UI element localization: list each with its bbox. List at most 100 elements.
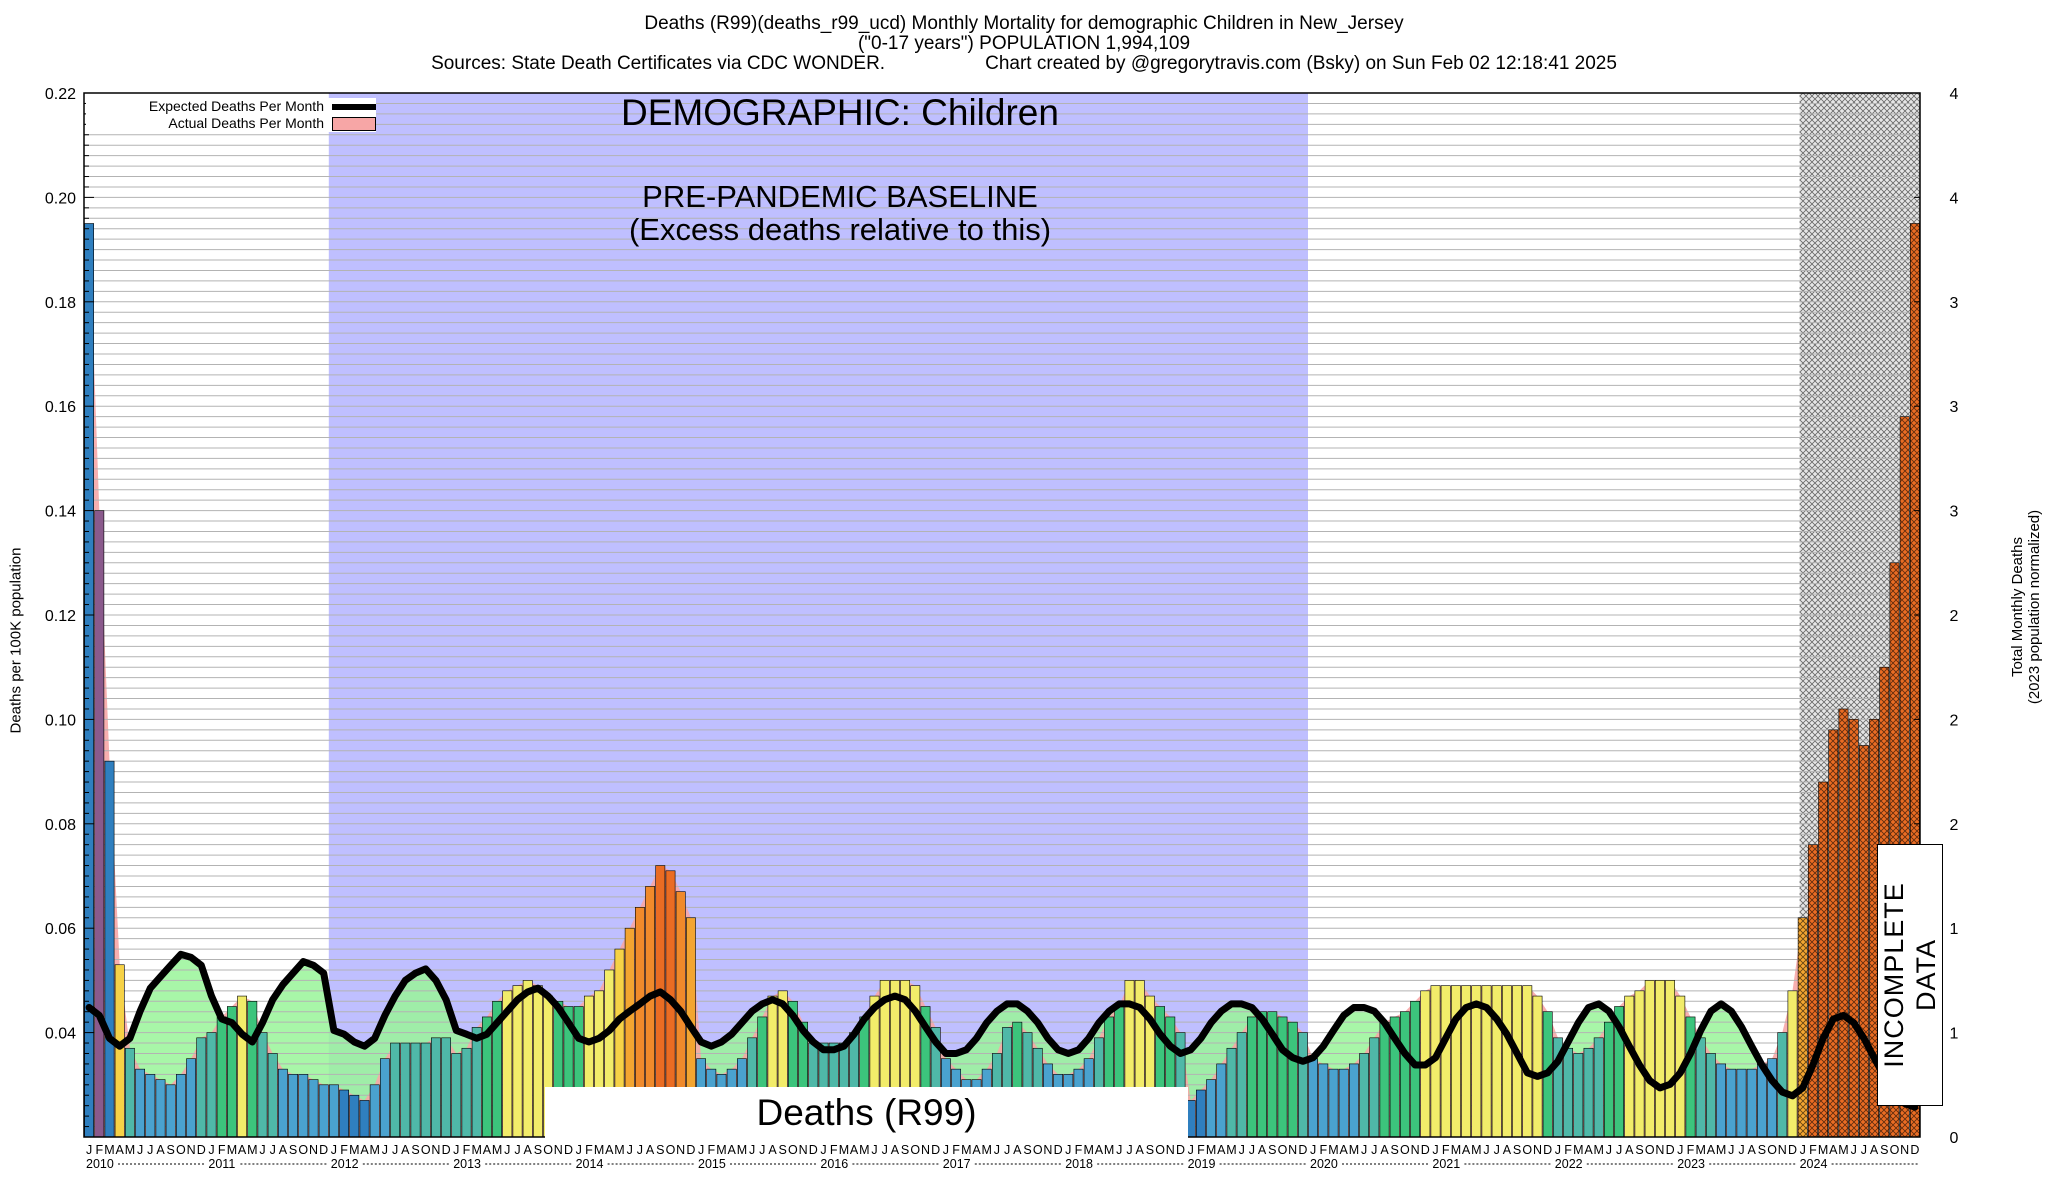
bar-2023-4	[1706, 1053, 1716, 1138]
x-month-label: M	[492, 1143, 502, 1157]
bar-2019-2	[1196, 1089, 1206, 1138]
x-month-label: J	[1239, 1143, 1245, 1157]
bar-2019-7	[1247, 1016, 1257, 1138]
x-year-label: 2013	[453, 1157, 481, 1171]
x-month-label: F	[1442, 1143, 1450, 1157]
x-month-label: F	[218, 1143, 226, 1157]
x-month-label: M	[1818, 1143, 1828, 1157]
x-year-label: 2024	[1800, 1157, 1828, 1171]
source-note: Sources: State Death Certificates via CD…	[431, 53, 886, 74]
x-month-label: M	[1104, 1143, 1114, 1157]
bar-2010-1	[84, 223, 94, 1138]
right-tick-label: 1	[1950, 921, 1959, 938]
bar-2023-8	[1746, 1068, 1757, 1138]
x-month-label: F	[463, 1143, 471, 1157]
x-month-label: S	[1268, 1143, 1276, 1157]
x-year-label: 2014	[576, 1157, 604, 1171]
bar-2019-11	[1287, 1021, 1298, 1138]
x-month-label: N	[921, 1143, 930, 1157]
x-month-label: M	[125, 1143, 135, 1157]
x-month-label: F	[830, 1143, 838, 1157]
x-month-label: A	[768, 1143, 777, 1157]
x-month-label: M	[1573, 1143, 1583, 1157]
x-month-label: J	[392, 1143, 398, 1157]
x-month-label: M	[247, 1143, 257, 1157]
x-year-label: 2023	[1677, 1157, 1705, 1171]
x-month-label: A	[1380, 1143, 1389, 1157]
expected-deaths-line	[85, 950, 1919, 1111]
x-month-label: O	[1278, 1143, 1288, 1157]
bar-2010-5	[125, 1047, 135, 1138]
x-year-label: 2019	[1188, 1157, 1216, 1171]
bar-2010-12	[196, 1037, 207, 1138]
bar-2019-10	[1277, 1016, 1288, 1138]
x-month-label: O	[910, 1143, 920, 1157]
x-month-label: J	[1432, 1143, 1438, 1157]
bar-2010-10	[176, 1074, 186, 1138]
x-month-label: D	[442, 1143, 451, 1157]
x-month-label: F	[1197, 1143, 1205, 1157]
baseline-annotation: PRE-PANDEMIC BASELINE (Excess deaths rel…	[520, 180, 1160, 246]
x-month-label: J	[1616, 1143, 1622, 1157]
bar-2012-3	[349, 1094, 360, 1138]
x-month-label: O	[543, 1143, 553, 1157]
bar-2011-8	[277, 1068, 288, 1138]
x-month-label: J	[1800, 1143, 1806, 1157]
x-month-label: N	[1166, 1143, 1175, 1157]
x-month-label: M	[839, 1143, 849, 1157]
x-month-label: A	[1707, 1143, 1716, 1157]
x-month-label: M	[1838, 1143, 1848, 1157]
x-month-label: N	[1655, 1143, 1664, 1157]
x-month-label: F	[952, 1143, 960, 1157]
bar-2021-3	[1451, 985, 1461, 1138]
x-month-label: N	[799, 1143, 808, 1157]
bar-2012-7	[390, 1042, 400, 1138]
x-month-label: N	[187, 1143, 196, 1157]
x-month-label: A	[483, 1143, 492, 1157]
bar-2019-4	[1216, 1063, 1227, 1138]
y-tick-label: 0.08	[45, 817, 76, 834]
x-month-label: D	[1176, 1143, 1185, 1157]
bar-2019-8	[1257, 1011, 1267, 1138]
right-tick-label: 4	[1950, 86, 1959, 103]
bar-2023-7	[1736, 1068, 1747, 1138]
bar-2022-10	[1644, 980, 1655, 1138]
x-month-label: S	[1146, 1143, 1154, 1157]
x-month-label: O	[421, 1143, 431, 1157]
x-month-label: A	[524, 1143, 533, 1157]
legend-item-actual: Actual Deaths Per Month	[86, 115, 376, 132]
y-tick-label: 0.12	[45, 608, 76, 625]
x-month-label: O	[1767, 1143, 1777, 1157]
bar-2020-4	[1338, 1068, 1349, 1138]
bar-2012-12	[441, 1037, 451, 1138]
legend: Expected Deaths Per Month Actual Deaths …	[86, 98, 376, 132]
bar-hatch	[1808, 844, 1818, 1137]
x-month-label: J	[627, 1143, 633, 1157]
bar-2013-9	[532, 985, 543, 1138]
x-month-label: A	[1013, 1143, 1022, 1157]
x-month-label: J	[1004, 1143, 1010, 1157]
x-month-label: J	[1861, 1143, 1867, 1157]
bar-2012-5	[369, 1084, 380, 1138]
x-month-label: F	[95, 1143, 103, 1157]
y-tick-label: 0.04	[45, 1026, 76, 1043]
x-month-label: M	[614, 1143, 624, 1157]
x-month-label: J	[1126, 1143, 1132, 1157]
series-label: Deaths (R99)	[545, 1087, 1188, 1139]
bar-2019-6	[1236, 1032, 1247, 1138]
x-month-label: F	[340, 1143, 348, 1157]
x-month-label: J	[820, 1143, 826, 1157]
x-year-label: 2021	[1432, 1157, 1460, 1171]
x-year-label: 2017	[943, 1157, 971, 1171]
bar-2010-8	[155, 1079, 166, 1138]
x-month-label: F	[1075, 1143, 1083, 1157]
x-month-label: J	[1738, 1143, 1744, 1157]
bar-2012-10	[420, 1042, 431, 1138]
bar-2020-10	[1400, 1011, 1410, 1138]
bar-hatch	[1859, 745, 1869, 1137]
x-month-label: S	[1758, 1143, 1766, 1157]
x-month-label: O	[176, 1143, 186, 1157]
y-tick-label: 0.18	[45, 295, 76, 312]
x-month-label: J	[208, 1143, 214, 1157]
y-tick-label: 0.06	[45, 921, 76, 938]
